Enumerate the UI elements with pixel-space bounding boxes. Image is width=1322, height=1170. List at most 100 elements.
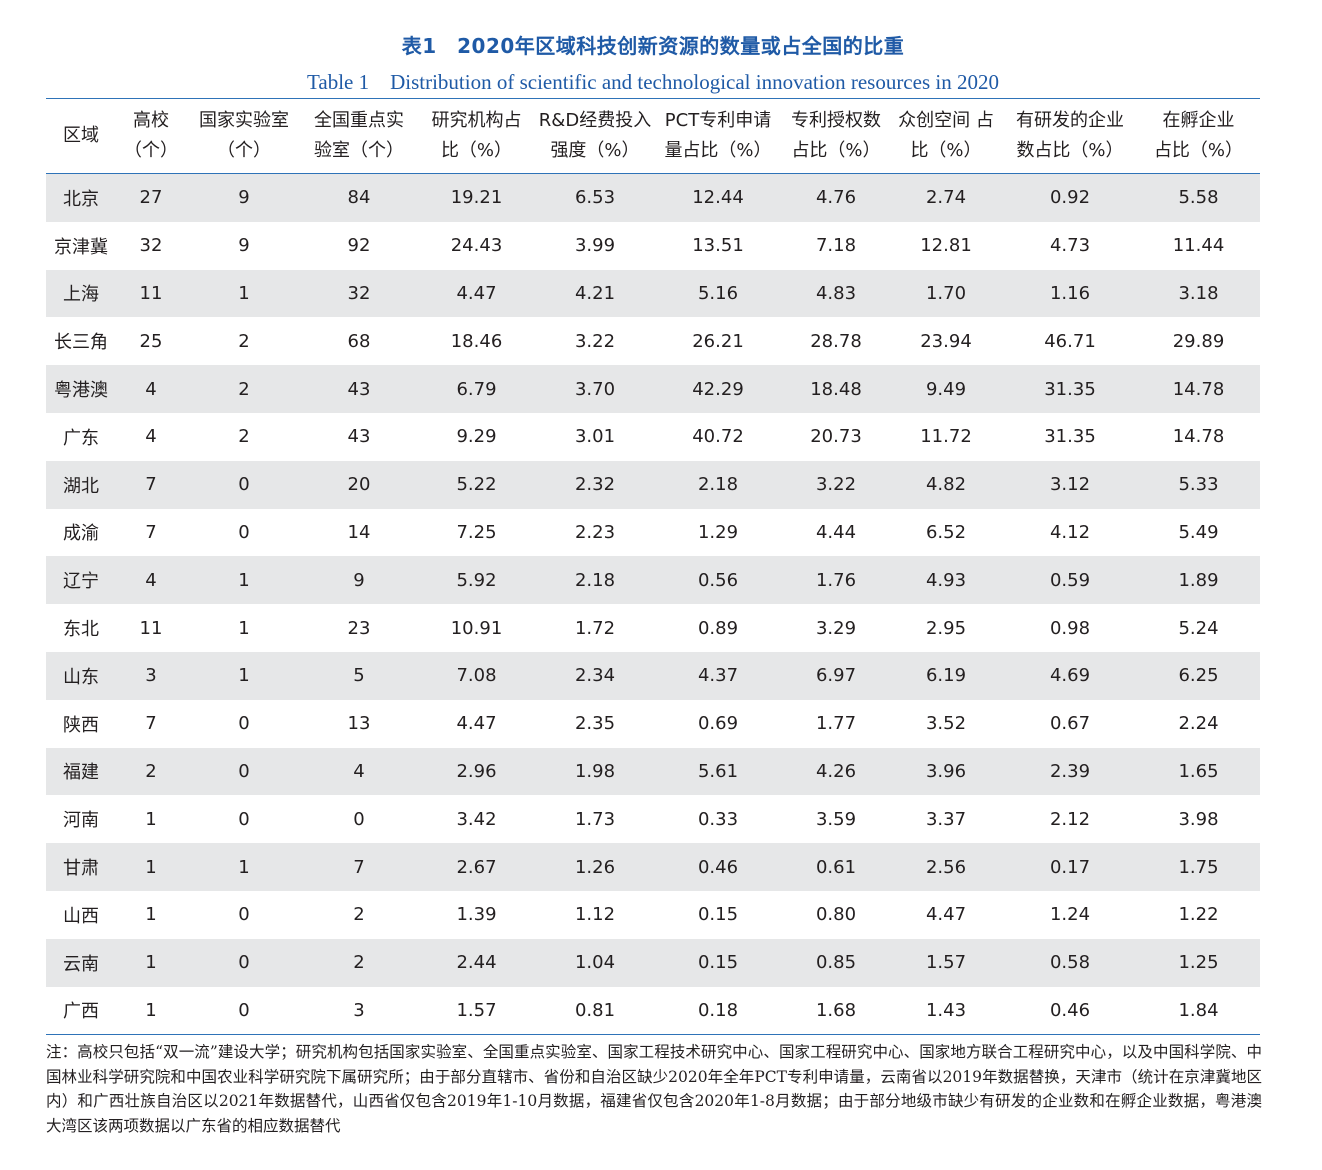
value-cell: 3.29: [815, 617, 857, 639]
value-cell: 0: [186, 938, 302, 987]
value-cell: 7: [145, 713, 157, 735]
value-cell: 4.82: [889, 460, 1003, 509]
value-cell: 1: [145, 808, 157, 830]
value-cell: 1.16: [1003, 269, 1137, 318]
table-row: 河南 1 0 0 3.42 1.73 0.33 3.59 3.37 2.12 3.98: [46, 795, 1260, 843]
value-cell: 32: [302, 269, 416, 318]
value-cell: 20.73: [810, 426, 862, 448]
value-cell: 1.24: [1049, 904, 1091, 926]
value-cell: 4.47: [456, 713, 497, 735]
value-cell: 23.94: [920, 330, 972, 352]
value-cell: 6.25: [1137, 651, 1260, 700]
value-cell: 7.18: [815, 235, 857, 257]
value-cell: 1.98: [537, 747, 653, 796]
value-cell: 42.29: [653, 365, 783, 413]
value-cell: 46.71: [1044, 330, 1096, 352]
column-header-line: 占比（%）: [1153, 140, 1244, 161]
value-cell: 6.19: [889, 651, 1003, 700]
value-cell: 2.95: [925, 617, 967, 639]
value-cell: 1.73: [574, 808, 616, 830]
value-cell: 0.46: [653, 843, 783, 891]
value-cell: 2.35: [574, 713, 616, 735]
value-cell: 1.65: [1137, 747, 1260, 796]
column-header: 研究机构占比（%）: [416, 98, 537, 174]
table-row: 福建 2 0 4 2.96 1.98 5.61 4.26 3.96 2.39 1.65: [46, 747, 1260, 796]
value-cell: 2.44: [416, 938, 537, 987]
region-cell: 甘肃: [46, 843, 116, 891]
value-cell: 3: [116, 651, 186, 700]
value-cell: 7: [145, 521, 157, 543]
value-cell: 29.89: [1172, 330, 1225, 352]
value-cell: 5.49: [1178, 521, 1219, 543]
value-cell: 1.68: [815, 999, 857, 1021]
value-cell: 9: [238, 235, 250, 257]
value-cell: 3.01: [574, 426, 616, 448]
value-cell: 18.46: [450, 330, 503, 352]
value-cell: 3.37: [925, 808, 967, 830]
value-cell: 1.26: [537, 843, 653, 891]
column-header-line: 众创空间 占: [898, 110, 994, 131]
value-cell: 9.49: [889, 365, 1003, 413]
column-header-line: 研究机构占: [431, 110, 522, 131]
value-cell: 6.79: [416, 365, 537, 413]
region-cell: 山西: [63, 905, 99, 927]
value-cell: 6.52: [925, 521, 967, 543]
value-cell: 14.78: [1172, 426, 1225, 448]
value-cell: 0: [353, 808, 365, 830]
value-cell: 0: [238, 904, 250, 926]
value-cell: 0.58: [1003, 938, 1137, 987]
value-cell: 1.12: [574, 904, 616, 926]
value-cell: 0.81: [574, 999, 616, 1021]
value-cell: 0.69: [697, 713, 739, 735]
table-body: 北京 27 9 84 19.21 6.53 12.44 4.76 2.74 0.92 5.58 京津冀…: [46, 173, 1260, 1035]
value-cell: 14: [347, 521, 371, 543]
region-cell: 东北: [63, 619, 99, 641]
value-cell: 2: [302, 938, 416, 987]
value-cell: 2: [238, 330, 250, 352]
column-header-line: 专利授权数: [791, 110, 881, 131]
value-cell: 2: [238, 426, 250, 448]
value-cell: 1.22: [1178, 904, 1219, 926]
value-cell: 27: [116, 173, 186, 222]
table-row: 云南 1 0 2 2.44 1.04 0.15 0.85 1.57 0.58 1.25: [46, 938, 1260, 987]
column-header-line: 高校: [133, 110, 169, 131]
value-cell: 7.25: [456, 521, 497, 543]
value-cell: 4.69: [1003, 651, 1137, 700]
table-row: 粤港澳 4 2 43 6.79 3.70 42.29 18.48 9.49 31.35 14.78: [46, 365, 1260, 413]
value-cell: 3.22: [783, 460, 889, 509]
value-cell: 24.43: [450, 235, 503, 257]
value-cell: 0: [238, 808, 250, 830]
column-header-line: 验室（个）: [314, 140, 404, 161]
value-cell: 5.22: [416, 460, 537, 509]
value-cell: 3.12: [1003, 460, 1137, 509]
value-cell: 2.23: [574, 521, 616, 543]
value-cell: 0.80: [815, 904, 857, 926]
value-cell: 2.24: [1178, 713, 1219, 735]
region-cell: 河南: [63, 810, 99, 832]
value-cell: 1.89: [1137, 556, 1260, 605]
column-header: 有研发的企业 数占比（%）: [1003, 98, 1137, 174]
value-cell: 26.21: [692, 330, 744, 352]
value-cell: 28.78: [810, 330, 862, 352]
value-cell: 31.35: [1044, 426, 1096, 448]
value-cell: 1: [186, 843, 302, 891]
value-cell: 1: [186, 269, 302, 318]
value-cell: 3.99: [574, 235, 616, 257]
value-cell: 4: [145, 426, 157, 448]
value-cell: 0: [238, 999, 250, 1021]
value-cell: 3.42: [456, 808, 497, 830]
value-cell: 5.92: [416, 556, 537, 605]
value-cell: 68: [347, 330, 371, 352]
column-header-line: 比（%）: [440, 140, 513, 161]
value-cell: 0.15: [697, 904, 739, 926]
value-cell: 2.74: [889, 173, 1003, 222]
table-row: 成渝 7 0 14 7.25 2.23 1.29 4.44 6.52 4.12 5.49: [46, 509, 1260, 557]
column-header: PCT专利申请 量占比（%）: [653, 98, 783, 174]
value-cell: 1.29: [697, 521, 739, 543]
table-row: 山西 1 0 2 1.39 1.12 0.15 0.80 4.47 1.24 1.22: [46, 891, 1260, 939]
region-cell: 北京: [46, 173, 116, 222]
value-cell: 12.81: [920, 235, 972, 257]
value-cell: 1: [238, 617, 250, 639]
value-cell: 0: [238, 713, 250, 735]
column-header-line: 量占比（%）: [664, 140, 772, 161]
